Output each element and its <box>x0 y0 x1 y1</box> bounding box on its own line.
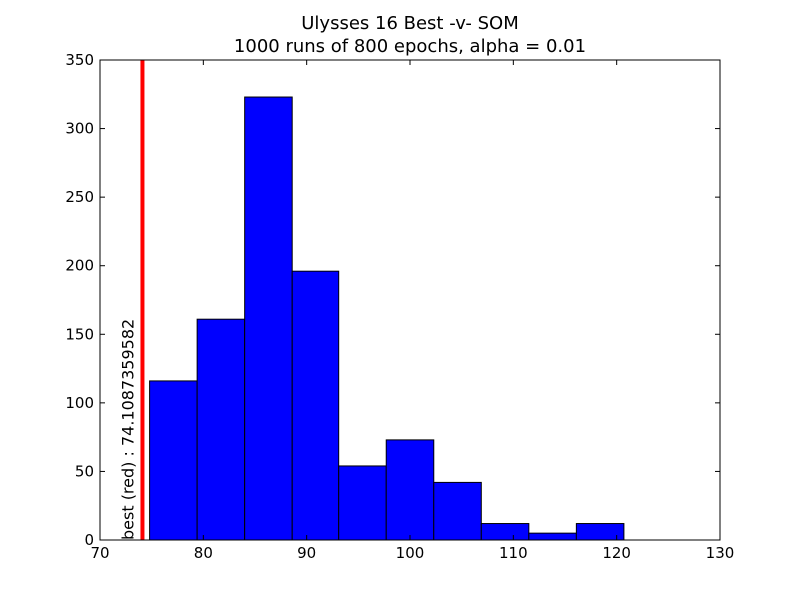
histogram-bar <box>385 439 435 541</box>
histogram-bar <box>149 380 198 541</box>
histogram-bar <box>338 465 387 541</box>
histogram-bar <box>196 318 246 541</box>
x-tick-label: 90 <box>297 544 316 562</box>
y-tick-label: 250 <box>65 188 94 206</box>
chart-title: Ulysses 16 Best -v- SOM <box>301 13 519 34</box>
histogram-bars <box>149 96 625 541</box>
reference-line-label: best (red) : 74.1087359582 <box>118 319 137 540</box>
y-tick-label: 100 <box>65 394 94 412</box>
histogram-bar <box>291 270 340 541</box>
reference-line-group: best (red) : 74.1087359582 <box>118 60 145 540</box>
y-tick-label: 0 <box>84 531 94 549</box>
x-tick-label: 110 <box>499 544 528 562</box>
histogram-bar <box>480 523 530 541</box>
chart-subtitle: 1000 runs of 800 epochs, alpha = 0.01 <box>233 36 587 57</box>
y-tick-label: 150 <box>65 325 94 343</box>
x-tick-label: 100 <box>396 544 425 562</box>
axis-ticks: 70 80 90 100 110 120 130 0 50 100 150 200 250 300 350 <box>65 51 734 562</box>
histogram-bar <box>433 481 482 541</box>
x-tick-label: 130 <box>706 544 735 562</box>
y-tick-label: 50 <box>75 462 94 480</box>
x-tick-label: 70 <box>90 544 109 562</box>
y-tick-label: 200 <box>65 257 94 275</box>
histogram-bar <box>528 532 577 541</box>
y-tick-label: 300 <box>65 120 94 138</box>
x-tick-label: 120 <box>602 544 631 562</box>
histogram-bar <box>244 96 293 541</box>
x-tick-label: 80 <box>194 544 213 562</box>
y-tick-label: 350 <box>65 51 94 69</box>
